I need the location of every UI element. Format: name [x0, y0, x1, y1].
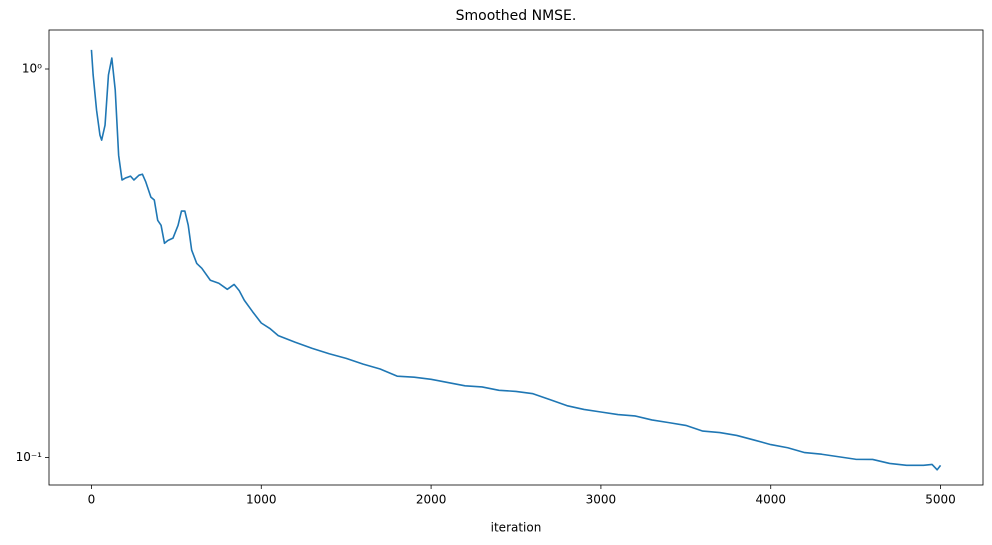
y-tick-label: 10⁻¹: [16, 450, 43, 464]
x-tick-label: 2000: [416, 493, 447, 507]
y-tick-label: 10⁰: [22, 62, 42, 76]
chart-title: Smoothed NMSE.: [456, 8, 577, 24]
plot-frame: [48, 29, 984, 486]
data-line: [90, 49, 942, 471]
x-tick-label: 0: [88, 493, 96, 507]
x-tick-label: 5000: [925, 493, 956, 507]
x-tick-label: 4000: [755, 493, 786, 507]
x-tick-label: 3000: [586, 493, 617, 507]
x-tick-label: 1000: [246, 493, 277, 507]
x-axis-label: iteration: [491, 521, 542, 535]
